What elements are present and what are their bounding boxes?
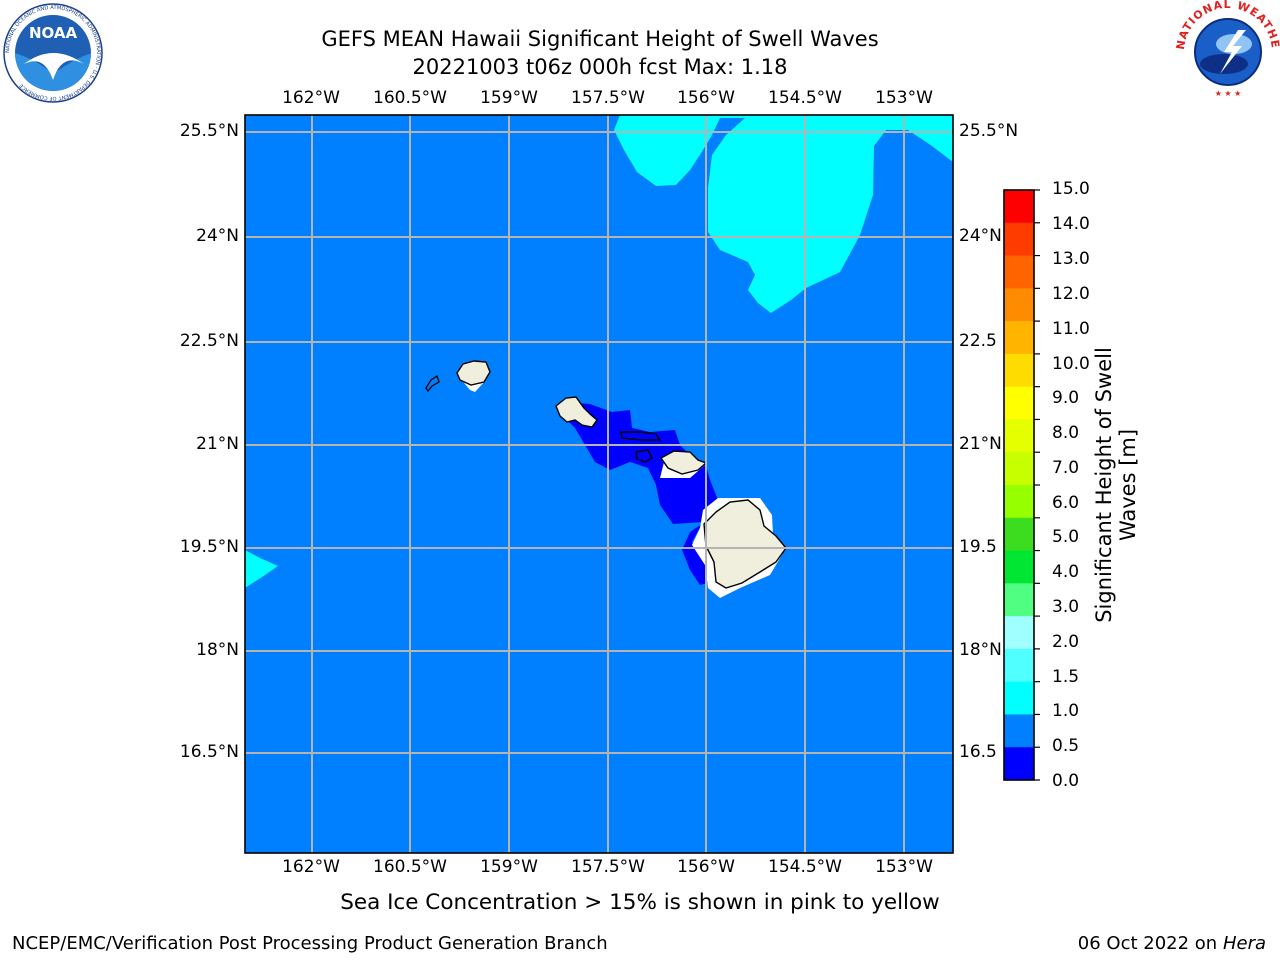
colorbar-swatch — [1004, 550, 1034, 584]
island-oahu — [555, 396, 598, 428]
lon-tick-top: 154.5°W — [768, 88, 842, 108]
colorbar-swatch — [1004, 583, 1034, 617]
sea-ice-note-text: Sea Ice Concentration > 15% is shown in … — [340, 890, 940, 915]
footer-date: 06 Oct 2022 on Hera — [1078, 933, 1266, 954]
colorbar-swatch — [1004, 190, 1034, 224]
lat-tick-right: 21°N — [959, 434, 1002, 454]
lat-tick-right: 16.5 — [959, 742, 997, 762]
colorbar-label: 3.0 — [1052, 597, 1080, 617]
colorbar-label: 2.0 — [1052, 632, 1080, 652]
colorbar-label: 4.0 — [1052, 562, 1080, 582]
lon-tick-bottom: 153°W — [875, 857, 933, 877]
lat-tick-right: 18°N — [959, 640, 1002, 660]
lat-tick-left: 19.5°N — [179, 537, 239, 557]
colorbar-swatch — [1004, 255, 1034, 289]
colorbar-label: 13.0 — [1052, 249, 1090, 269]
colorbar-swatch — [1004, 353, 1034, 388]
map-gridlines — [245, 115, 953, 853]
colorbar-label: 0.5 — [1052, 736, 1080, 756]
lat-tick-right: 25.5°N — [959, 121, 1019, 141]
lon-tick-bottom: 157.5°W — [571, 857, 645, 877]
lat-tick-right: 22.5 — [959, 331, 997, 351]
chart-title: GEFS MEAN Hawaii Significant Height of S… — [321, 27, 879, 51]
colorbar-swatch — [1004, 747, 1034, 781]
lon-tick-top: 162°W — [282, 88, 340, 108]
colorbar-swatch — [1004, 517, 1034, 552]
footer-date-text: 06 Oct 2022 on — [1077, 933, 1223, 954]
colorbar-label: 11.0 — [1052, 319, 1090, 339]
colorbar-swatch — [1004, 485, 1034, 519]
map-frame — [244, 114, 954, 854]
colorbar-label: 9.0 — [1052, 388, 1080, 408]
svg-text:★ ★ ★: ★ ★ ★ — [1215, 89, 1242, 98]
colorbar-label: 6.0 — [1052, 493, 1080, 513]
lon-tick-bottom: 159°W — [480, 857, 538, 877]
nws-logo: NATIONAL WEATHER SERVICE ★ ★ ★ — [1176, 0, 1280, 102]
lat-tick-right: 19.5 — [959, 537, 997, 557]
colorbar-label: 1.5 — [1052, 667, 1080, 687]
colorbar-label: 8.0 — [1052, 423, 1080, 443]
colorbar-swatch — [1004, 321, 1034, 355]
island-hawaii — [703, 499, 787, 589]
colorbar-label: 14.0 — [1052, 214, 1090, 234]
colorbar-label: 5.0 — [1052, 527, 1080, 547]
lon-tick-top: 157.5°W — [571, 88, 645, 108]
colorbar-swatch — [1004, 386, 1034, 420]
island-kauai — [456, 360, 491, 386]
colorbar — [1003, 189, 1040, 781]
lat-tick-left: 22.5°N — [179, 331, 239, 351]
colorbar-swatch — [1004, 452, 1034, 486]
lon-tick-top: 153°W — [875, 88, 933, 108]
lat-tick-left: 24°N — [196, 226, 239, 246]
colorbar-title-line2: Waves [m] — [1116, 428, 1140, 542]
island-molokai — [620, 431, 662, 441]
lon-tick-bottom: 154.5°W — [768, 857, 842, 877]
lat-tick-left: 18°N — [196, 640, 239, 660]
lon-tick-bottom: 156°W — [677, 857, 735, 877]
colorbar-label: 10.0 — [1052, 354, 1090, 374]
colorbar-swatch — [1004, 616, 1034, 650]
noaa-logo-text: NOAA — [29, 24, 78, 42]
colorbar-label: 1.0 — [1052, 701, 1080, 721]
colorbar-label: 15.0 — [1052, 179, 1090, 199]
noaa-logo: NATIONAL OCEANIC AND ATMOSPHERIC ADMINIS… — [3, 3, 103, 103]
lon-tick-bottom: 162°W — [282, 857, 340, 877]
chart-subtitle: 20221003 t06z 000h fcst Max: 1.18 — [412, 55, 788, 79]
lon-tick-top: 160.5°W — [373, 88, 447, 108]
colorbar-swatch — [1004, 681, 1034, 715]
lat-tick-left: 25.5°N — [179, 121, 239, 141]
swell-region-island-chain — [562, 402, 718, 585]
swell-region-north-west — [614, 115, 953, 313]
sea-ice-note: Sea Ice Concentration > 15% is shown in … — [0, 890, 1280, 915]
colorbar-label: 7.0 — [1052, 458, 1080, 478]
lon-tick-top: 159°W — [480, 88, 538, 108]
lon-tick-top: 156°W — [677, 88, 735, 108]
colorbar-swatch — [1004, 222, 1034, 257]
footer-machine: Hera — [1222, 933, 1266, 954]
lon-tick-bottom: 160.5°W — [373, 857, 447, 877]
colorbar-swatch — [1004, 288, 1034, 322]
colorbar-title-line1: Significant Height of Swell — [1092, 347, 1116, 623]
colorbar-swatch — [1004, 648, 1034, 683]
island-lanai — [635, 449, 653, 463]
lat-tick-right: 24°N — [959, 226, 1002, 246]
colorbar-label: 12.0 — [1052, 284, 1090, 304]
lat-tick-left: 16.5°N — [179, 742, 239, 762]
swell-region-west-edge — [245, 550, 278, 588]
colorbar-title: Significant Height of Swell Waves [m] — [1092, 347, 1140, 623]
footer-branch: NCEP/EMC/Verification Post Processing Pr… — [12, 933, 608, 954]
colorbar-swatch — [1004, 419, 1034, 453]
colorbar-label: 0.0 — [1052, 771, 1080, 791]
lat-tick-left: 21°N — [196, 434, 239, 454]
island-niihau — [425, 374, 440, 393]
colorbar-swatch — [1004, 714, 1034, 748]
